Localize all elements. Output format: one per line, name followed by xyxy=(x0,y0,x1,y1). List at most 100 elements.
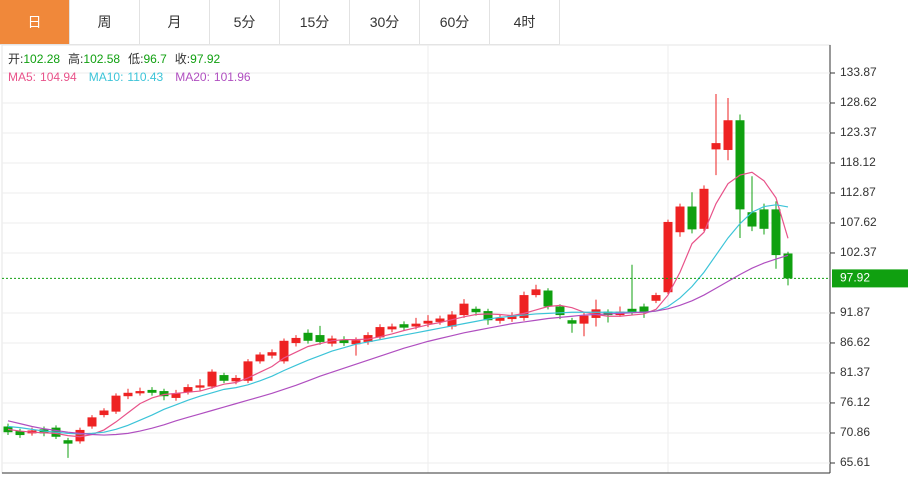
candle-body xyxy=(783,253,793,279)
period-tab[interactable]: 月 xyxy=(140,0,210,44)
period-tab[interactable]: 周 xyxy=(70,0,140,44)
candle-body xyxy=(459,303,469,316)
candle-body xyxy=(351,340,361,345)
candle-body xyxy=(375,327,385,338)
ohlc-value: 102.58 xyxy=(83,52,120,66)
candle-body xyxy=(651,295,661,301)
ohlc-label: 开: xyxy=(8,52,23,66)
period-tab[interactable]: 30分 xyxy=(350,0,420,44)
candle-body xyxy=(3,426,13,433)
candle-body xyxy=(759,209,769,229)
y-tick-label: 118.12 xyxy=(840,155,876,169)
candle-body xyxy=(315,335,325,342)
candle-body xyxy=(267,352,277,356)
ma-value: 104.94 xyxy=(40,70,77,84)
y-tick-label: 102.37 xyxy=(840,245,877,259)
candle-body xyxy=(183,387,193,393)
candle-body xyxy=(279,340,289,362)
candle-body xyxy=(531,289,541,296)
plot-frame xyxy=(1,44,831,474)
candle-body xyxy=(471,308,481,313)
candle-body xyxy=(663,221,673,293)
y-tick-label: 76.12 xyxy=(840,395,870,409)
candle-body xyxy=(555,306,565,316)
candle-body xyxy=(771,209,781,256)
candle-body xyxy=(387,326,397,330)
candle-body xyxy=(495,317,505,321)
candle-body xyxy=(15,431,25,436)
candle-body xyxy=(243,361,253,381)
y-tick-label: 133.87 xyxy=(840,65,877,79)
candle-body xyxy=(123,392,133,397)
ohlc-label: 高: xyxy=(68,51,83,66)
candle-body xyxy=(711,143,721,150)
ohlc-value: 102.28 xyxy=(23,52,60,66)
candle-body xyxy=(687,206,697,230)
y-tick-label: 128.62 xyxy=(840,95,877,109)
candle-body xyxy=(99,410,109,416)
candle-body xyxy=(519,295,529,318)
candle-body xyxy=(423,320,433,324)
period-tab[interactable]: 15分 xyxy=(280,0,350,44)
ma-line xyxy=(7,171,789,438)
candle-body xyxy=(735,120,745,210)
y-tick-label: 81.37 xyxy=(840,365,870,379)
candle-body xyxy=(75,429,85,442)
period-tab[interactable]: 5分 xyxy=(210,0,280,44)
candle-body xyxy=(483,311,493,321)
candle-body xyxy=(399,324,409,328)
candle-body xyxy=(231,377,241,382)
candle-body xyxy=(339,339,349,344)
y-tick-label: 91.87 xyxy=(840,305,870,319)
candle-body xyxy=(699,188,709,229)
y-tick-label: 70.86 xyxy=(840,425,870,439)
candle-body xyxy=(291,337,301,344)
last-price-box xyxy=(832,269,908,288)
period-tab[interactable]: 日 xyxy=(0,0,70,44)
ma-line xyxy=(7,254,789,436)
ma-value: 101.96 xyxy=(214,70,251,84)
candle-body xyxy=(207,371,217,387)
ohlc-value: 97.92 xyxy=(190,52,220,66)
y-tick-label: 65.61 xyxy=(840,455,870,469)
ma-name: MA10: xyxy=(89,70,124,84)
candle-body xyxy=(303,332,313,341)
ohlc-value: 96.7 xyxy=(143,52,167,66)
candle-body xyxy=(543,290,553,307)
candle-body xyxy=(255,354,265,362)
candle-body xyxy=(579,315,589,324)
candle-body xyxy=(447,314,457,327)
candle-body xyxy=(195,385,205,388)
ma-legend: MA5: 104.94 MA10: 110.43 MA20: 101.96 xyxy=(8,70,251,84)
ohlc-label: 低: xyxy=(128,52,143,66)
candle-body xyxy=(171,393,181,398)
tab-bar: 日周月 5分 15分 30分 60分 4时 xyxy=(0,0,560,45)
candle-body xyxy=(627,308,637,313)
candle-body xyxy=(411,323,421,327)
candle-body xyxy=(435,318,445,322)
period-tab[interactable]: 4时 xyxy=(490,0,560,44)
candle-body xyxy=(147,389,157,393)
candle-body xyxy=(747,212,757,227)
candle-body xyxy=(135,391,145,394)
candle-body xyxy=(63,440,73,444)
candle-body xyxy=(591,309,601,318)
candle-body xyxy=(87,417,97,427)
candle-body xyxy=(639,306,649,313)
last-price-label: 97.92 xyxy=(840,271,870,285)
candle-body xyxy=(507,315,517,320)
ohlc-info: 开:102.28 高:102.58 低:96.7 收:97.92 xyxy=(8,51,220,66)
candle-body xyxy=(219,375,229,381)
y-tick-label: 112.87 xyxy=(840,185,876,199)
candle-body xyxy=(159,391,169,397)
y-tick-label: 107.62 xyxy=(840,215,877,229)
ma-name: MA20: xyxy=(175,70,210,84)
period-tab[interactable]: 60分 xyxy=(420,0,490,44)
candle-body xyxy=(111,395,121,412)
ma-value: 110.43 xyxy=(127,70,163,84)
ohlc-label: 收: xyxy=(175,52,190,66)
candle-body xyxy=(675,206,685,233)
y-tick-label: 86.62 xyxy=(840,335,870,349)
